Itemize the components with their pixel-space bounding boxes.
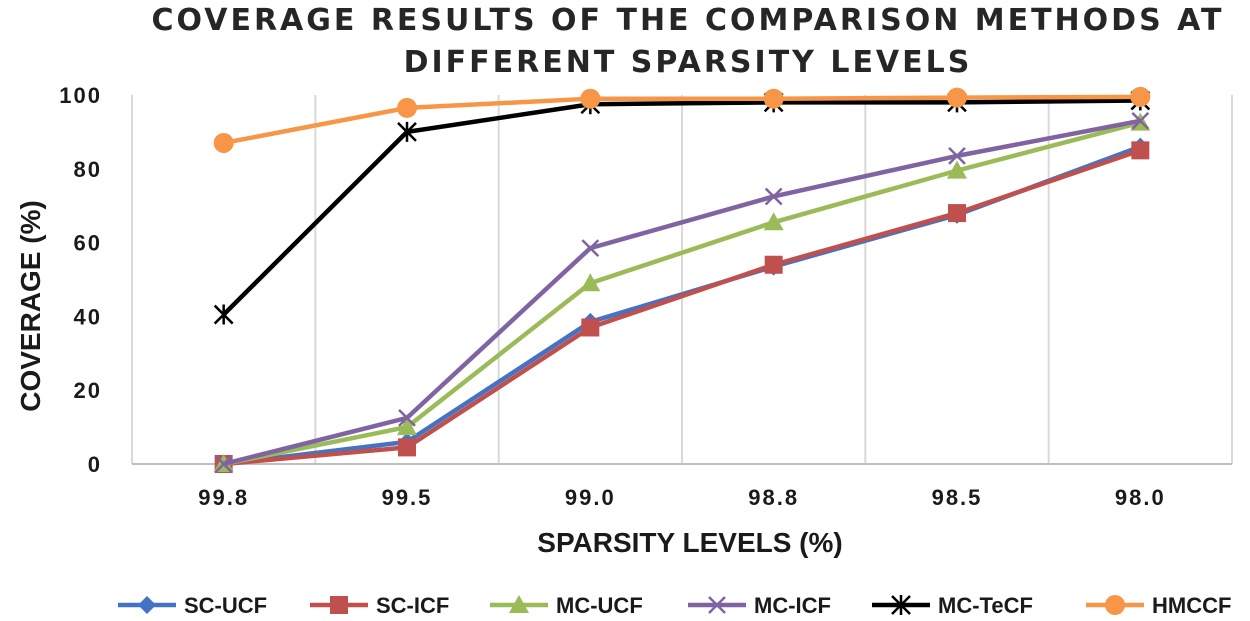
legend-item-mc-tecf[interactable]: MC-TeCF [872,593,1033,618]
x-marker [708,596,726,614]
x-marker [1131,111,1150,130]
star-marker [213,304,234,325]
series-line [223,94,1141,146]
x-tick-label: 99.5 [382,485,433,510]
x-marker [214,455,233,473]
triangle-marker [397,417,417,436]
legend-label: SC-UCF [184,593,267,618]
y-axis-title: COVERAGE (%) [15,200,46,412]
diamond-marker [138,596,156,614]
legend-label: MC-TeCF [938,593,1033,618]
circle-marker [1105,595,1125,615]
legend-label: MC-UCF [556,593,643,618]
series-hmccf [213,86,1151,153]
triangle-marker [580,273,601,292]
series-line [222,98,1141,317]
legend-item-sc-ucf[interactable]: SC-UCF [118,593,267,618]
square-marker [1131,141,1150,160]
legend-item-hmccf[interactable]: HMCCF [1086,593,1231,618]
x-tick-label: 98.5 [932,485,983,510]
triangle-marker [509,595,529,613]
x-axis-ticks: 99.8 99.5 99.0 98.8 98.5 98.0 [198,485,1166,510]
x-marker [948,147,966,165]
x-tick-label: 99.0 [565,485,616,510]
y-tick-label: 80 [74,157,102,182]
star-marker [891,595,911,615]
x-axis-title: SPARSITY LEVELS (%) [537,527,842,558]
y-tick-label: 60 [74,231,102,256]
y-tick-label: 100 [59,83,102,108]
grid [131,95,1233,465]
series-line [223,120,1141,467]
legend-item-mc-icf[interactable]: MC-ICF [688,593,831,618]
legend-item-mc-ucf[interactable]: MC-UCF [490,593,643,618]
circle-marker [1130,86,1151,107]
y-tick-label: 40 [74,304,102,329]
circle-marker [397,97,417,118]
circle-marker [213,132,234,153]
circle-marker [947,87,967,108]
legend-label: MC-ICF [754,593,831,618]
legend-item-sc-icf[interactable]: SC-ICF [310,593,449,618]
chart-title-line-2: DIFFERENT SPARSITY LEVELS [404,45,973,80]
chart-title-line-1: COVERAGE RESULTS OF THE COMPARISON METHO… [152,3,1225,38]
x-marker [581,239,600,258]
legend-label: SC-ICF [376,593,449,618]
x-tick-label: 98.0 [1115,485,1166,510]
triangle-marker [763,212,784,231]
series-line [223,118,1141,467]
y-axis-ticks: 0 20 40 60 80 100 [59,83,102,477]
y-tick-label: 20 [74,378,102,403]
star-marker [397,121,417,142]
series-group [213,86,1151,473]
y-tick-label: 0 [88,452,102,477]
square-marker [330,596,348,614]
square-marker [398,438,416,457]
x-tick-label: 98.8 [748,485,799,510]
square-marker [581,318,600,337]
circle-marker [763,88,784,109]
triangle-marker [947,160,967,179]
x-marker [398,408,416,427]
circle-marker [580,88,601,109]
series-line [223,148,1142,467]
square-marker [948,204,966,223]
legend[interactable]: SC-UCF SC-ICF MC-UCF MC-ICF MC-TeCF HMCCF [118,593,1231,618]
series-mc-icf [214,111,1150,473]
x-marker [764,187,783,206]
legend-label: HMCCF [1152,593,1231,618]
square-marker [764,255,783,274]
x-tick-label: 99.8 [198,485,249,510]
